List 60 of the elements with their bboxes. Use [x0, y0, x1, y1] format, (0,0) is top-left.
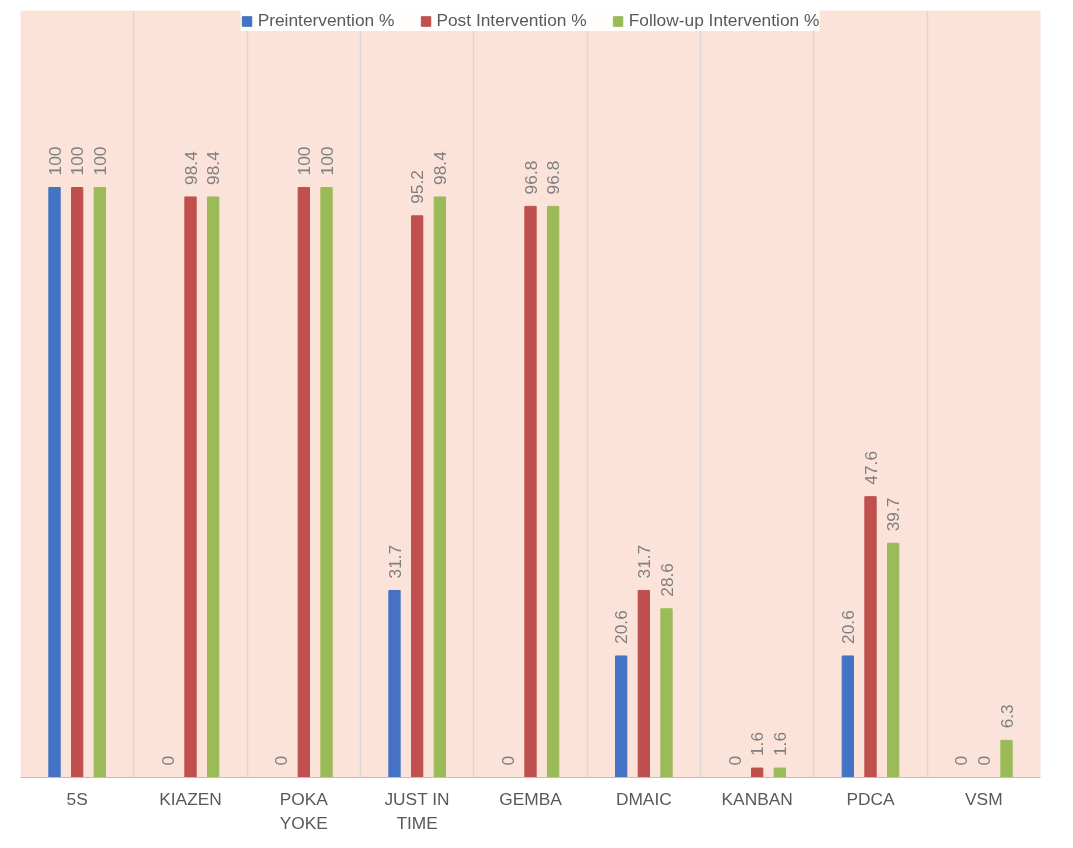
data-label: 95.2: [407, 170, 428, 204]
data-label: 96.8: [543, 160, 564, 195]
data-label: 0: [157, 755, 178, 766]
bar: [660, 608, 673, 778]
legend-label: Preintervention %: [257, 10, 395, 31]
data-label: 0: [497, 755, 518, 766]
bar: [841, 655, 854, 778]
data-label: 20.6: [611, 610, 632, 644]
x-tick-label: GEMBA: [499, 788, 563, 809]
data-label: 98.4: [180, 150, 201, 185]
bar: [184, 196, 197, 778]
legend-label: Follow-up Intervention %: [628, 10, 820, 31]
data-label: 98.4: [203, 150, 224, 185]
bar: [773, 767, 786, 778]
data-label: 96.8: [520, 160, 541, 195]
bar: [524, 205, 537, 778]
bar: [547, 205, 560, 778]
data-label: 0: [951, 755, 972, 766]
bar: [637, 589, 650, 778]
x-tick-label: KANBAN: [721, 788, 793, 809]
x-tick-label: POKA YOKE: [279, 788, 329, 833]
bar: [388, 589, 401, 778]
legend-label: Post Intervention %: [436, 10, 587, 31]
data-label: 100: [44, 146, 65, 176]
bar: [48, 187, 61, 778]
data-label: 6.3: [996, 704, 1017, 729]
x-tick-label: PDCA: [846, 788, 896, 809]
data-label: 31.7: [633, 544, 654, 579]
x-tick-label: VSM: [965, 788, 1003, 809]
bar: [433, 196, 446, 778]
x-tick-label: JUST IN TIME: [384, 788, 450, 833]
bar: [93, 187, 106, 778]
bar: [615, 655, 628, 778]
data-label: 0: [724, 755, 745, 766]
data-label: 47.6: [860, 450, 881, 485]
data-label: 31.7: [384, 544, 405, 579]
data-label: 1.6: [769, 731, 790, 757]
bar: [1000, 739, 1013, 778]
data-label: 100: [67, 146, 88, 176]
bar: [864, 496, 877, 778]
bar: [71, 187, 84, 778]
x-tick-label: DMAIC: [615, 788, 672, 809]
bar: [887, 542, 900, 778]
bar: [411, 215, 424, 778]
x-tick-label: KIAZEN: [159, 788, 222, 809]
data-label: 39.7: [883, 497, 904, 532]
bar: [751, 767, 764, 778]
data-label: 100: [293, 146, 314, 176]
bar: [297, 187, 310, 778]
data-label: 98.4: [429, 150, 450, 185]
data-label: 20.6: [837, 610, 858, 644]
x-tick-label: 5S: [66, 788, 88, 809]
bar: [320, 187, 333, 778]
data-label: 0: [973, 755, 994, 766]
data-label: 100: [89, 146, 110, 176]
bar: [207, 196, 220, 778]
data-label: 28.6: [656, 563, 677, 597]
data-label: 0: [271, 755, 292, 766]
data-label: 100: [316, 146, 337, 176]
data-label: 1.6: [747, 731, 768, 757]
